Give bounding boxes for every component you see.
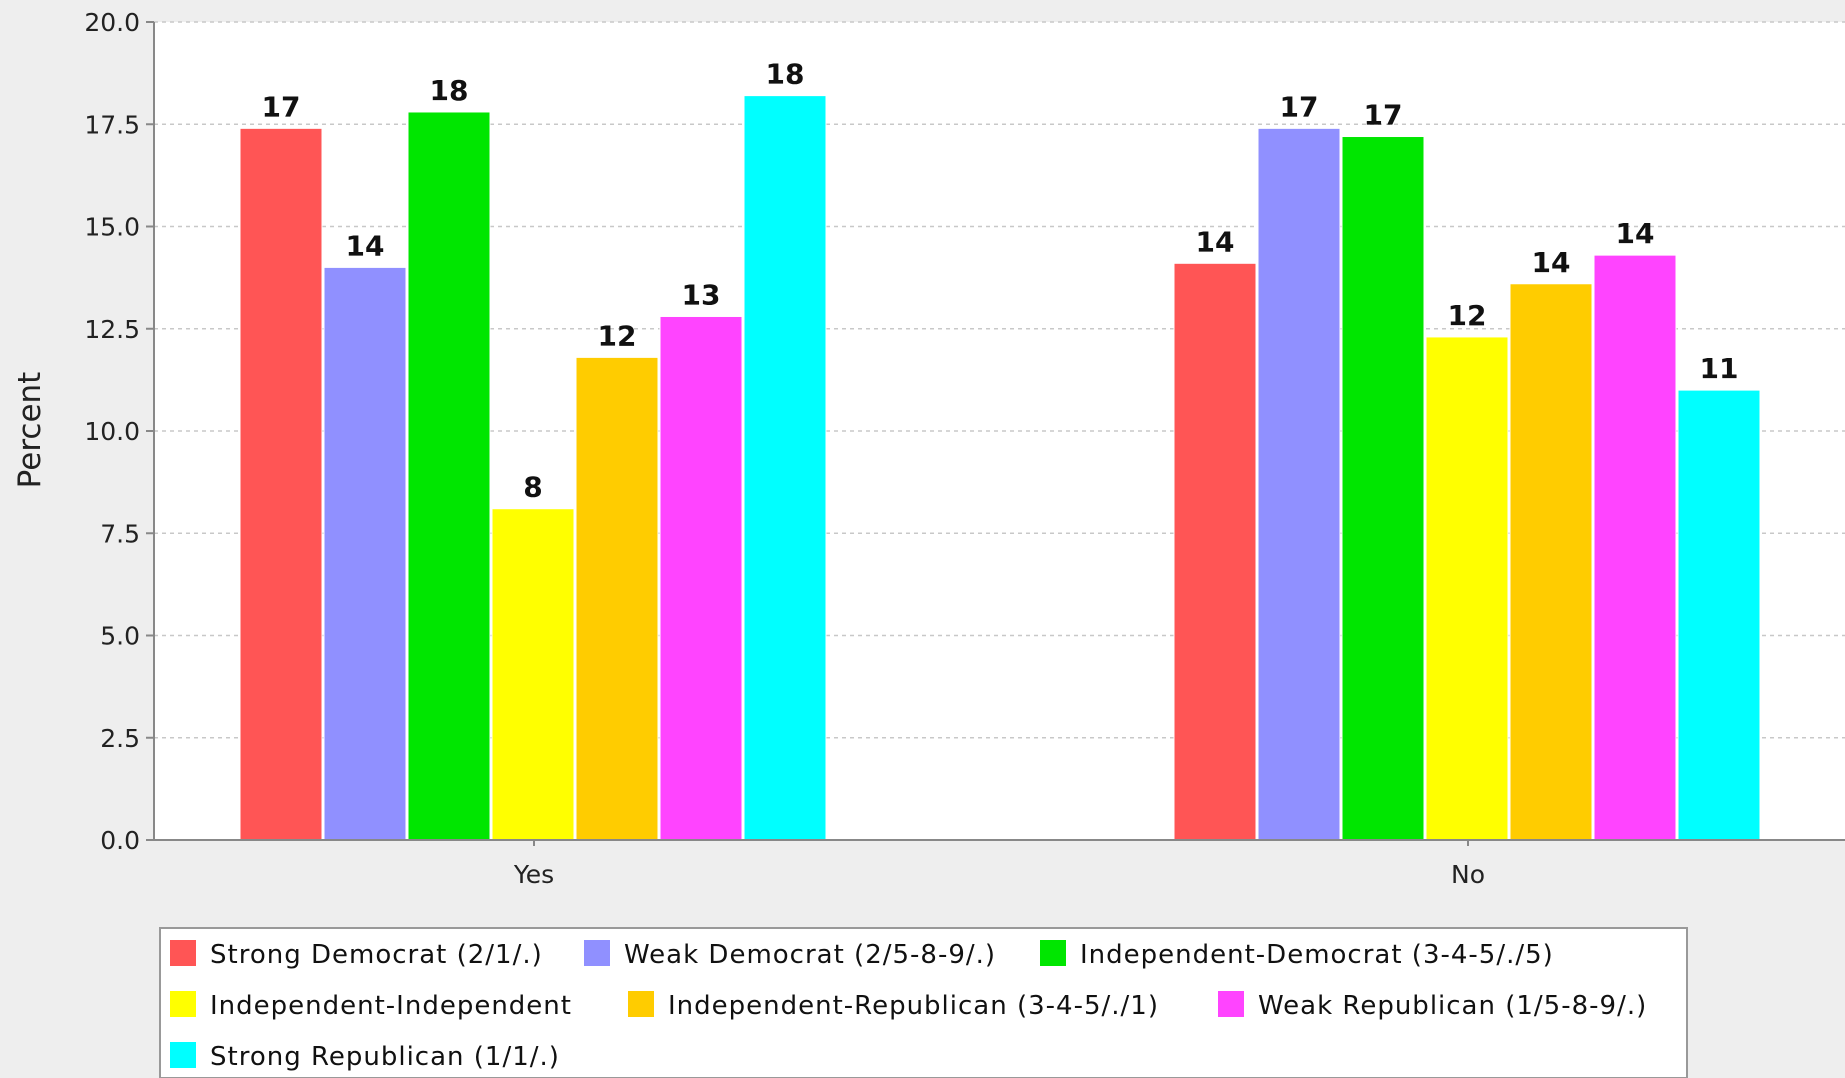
- bar: [1677, 389, 1761, 841]
- legend: Strong Democrat (2/1/.) Weak Democrat (2/…: [159, 927, 1688, 1078]
- bar: [407, 111, 491, 841]
- legend-label: Independent-Republican (3-4-5/./1): [668, 991, 1159, 1021]
- data-label: 8: [523, 471, 542, 504]
- data-label: 17: [1364, 99, 1403, 132]
- y-tick-label: 15.0: [84, 213, 140, 242]
- legend-swatch: [628, 991, 654, 1017]
- bar: [1425, 336, 1509, 841]
- legend-label: Weak Democrat (2/5-8-9/.): [624, 940, 996, 970]
- legend-label: Independent-Democrat (3-4-5/./5): [1080, 940, 1554, 970]
- legend-swatch: [170, 940, 196, 966]
- y-tick-label: 5.0: [100, 622, 140, 651]
- y-tick-label: 12.5: [84, 315, 140, 344]
- data-label: 17: [1280, 90, 1319, 123]
- legend-swatch: [1040, 940, 1066, 966]
- data-label: 12: [1448, 299, 1487, 332]
- data-label: 11: [1700, 352, 1739, 385]
- y-tick-label: 10.0: [84, 417, 140, 446]
- legend-swatch: [584, 940, 610, 966]
- legend-swatch: [1218, 991, 1244, 1017]
- bar: [239, 127, 323, 841]
- bar: [1257, 127, 1341, 841]
- bar: [323, 266, 407, 841]
- bar: [1173, 262, 1257, 841]
- bar: [1593, 254, 1677, 841]
- y-tick-label: 7.5: [100, 519, 140, 548]
- x-tick-label: Yes: [513, 860, 554, 889]
- data-label: 12: [598, 319, 637, 352]
- data-labels: 17 14 18 8 12 13 18 14 17 17 12 14 14 11: [262, 58, 1739, 504]
- legend-swatch: [170, 1042, 196, 1068]
- data-label: 17: [262, 90, 301, 123]
- data-label: 18: [430, 74, 469, 107]
- data-label: 14: [1196, 225, 1235, 258]
- y-tick-label: 20.0: [84, 8, 140, 37]
- legend-box: [159, 927, 1688, 1078]
- legend-label: Independent-Independent: [210, 991, 572, 1021]
- bar: [1509, 283, 1593, 841]
- legend-swatch: [170, 991, 196, 1017]
- data-label: 14: [346, 229, 385, 262]
- bar: [575, 356, 659, 841]
- legend-label: Weak Republican (1/5-8-9/.): [1258, 991, 1647, 1021]
- y-axis-ticks: 0.0 2.5 5.0 7.5 10.0 12.5 15.0 17.5 20.0: [84, 8, 154, 855]
- bar: [491, 508, 575, 841]
- bar: [743, 95, 827, 841]
- bar: [1341, 136, 1425, 841]
- data-label: 13: [682, 278, 721, 311]
- y-tick-label: 2.5: [100, 724, 140, 753]
- bar: [659, 315, 743, 841]
- data-label: 14: [1616, 217, 1655, 250]
- y-tick-label: 17.5: [84, 110, 140, 139]
- data-label: 18: [766, 58, 805, 91]
- x-tick-label: No: [1451, 860, 1485, 889]
- legend-label: Strong Republican (1/1/.): [210, 1042, 560, 1072]
- data-label: 14: [1532, 246, 1571, 279]
- legend-label: Strong Democrat (2/1/.): [210, 940, 543, 970]
- y-axis-title: Percent: [12, 372, 48, 489]
- bars: [239, 95, 1761, 841]
- x-axis-labels: Yes No: [513, 840, 1485, 889]
- y-tick-label: 0.0: [100, 826, 140, 855]
